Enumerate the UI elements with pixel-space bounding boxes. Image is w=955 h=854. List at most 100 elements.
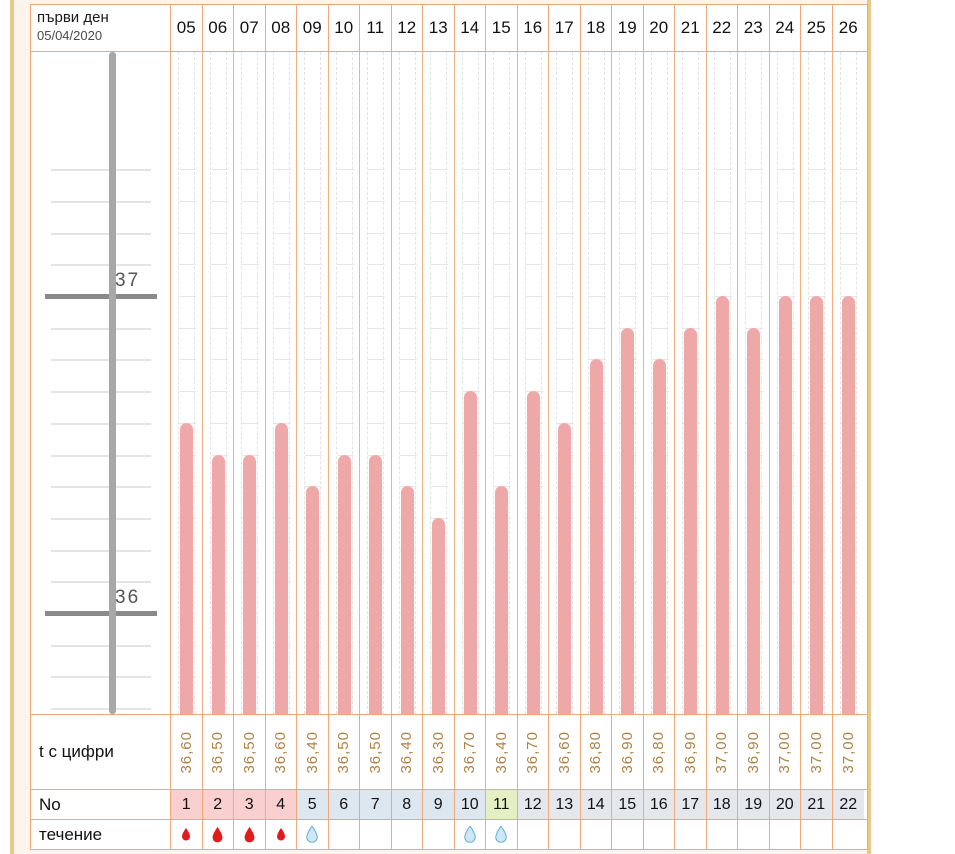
track-tick [242,359,259,361]
flow-cell[interactable] [612,820,644,849]
cycle-day-cell[interactable]: 15 [612,790,644,819]
day-header-cell: 25 [801,5,833,51]
cycle-day-cell[interactable]: 9 [423,790,455,819]
flow-cell[interactable] [770,820,801,849]
track-tick [840,232,858,234]
cycle-day-cell[interactable]: 14 [580,790,612,819]
track-tick [336,200,354,202]
temp-value: 37,00 [807,730,825,774]
flow-cell[interactable] [203,820,234,849]
flow-cell[interactable] [738,820,770,849]
track-tick [368,359,385,361]
track-tick [431,232,448,234]
chart-frame: първи ден 05/04/2020 05 06 07 08 09 10 11 12 13 1… [10,0,871,854]
temp-value: 36,90 [681,730,699,774]
flow-cell[interactable] [171,820,203,849]
day-header-cell: 15 [486,5,518,51]
track-tick [210,169,228,171]
track-tick [620,296,637,297]
water-drop-icon [494,826,508,843]
cycle-day-cell[interactable]: 17 [675,790,707,819]
track-tick [746,264,763,266]
flow-cell[interactable] [266,820,297,849]
cycle-day-cell[interactable]: 11 [486,790,518,819]
flow-cell[interactable] [455,820,486,849]
temp-value: 36,80 [587,730,605,774]
track-tick [746,169,763,171]
track-tick [620,264,637,266]
cycle-day-cell[interactable]: 19 [738,790,770,819]
track-tick [305,264,322,266]
flow-cell[interactable] [234,820,266,849]
cycle-day-cell[interactable]: 5 [297,790,329,819]
flow-cell[interactable] [423,820,455,849]
cycle-day-cell[interactable]: 20 [769,790,801,819]
track-tick [431,169,448,171]
temperature-scale: 37 36 [31,52,171,714]
cycle-day-cell[interactable]: 13 [549,790,581,819]
track-tick [210,391,228,393]
flow-cell[interactable] [329,820,360,849]
cycle-day-cell[interactable]: 10 [454,790,486,819]
cycle-day-cell[interactable]: 22 [832,790,864,819]
cycle-day-cell[interactable]: 4 [265,790,297,819]
cycle-day-cell[interactable]: 3 [234,790,266,819]
track-tick [557,232,574,234]
flow-cell[interactable] [360,820,392,849]
cycle-day-cell[interactable]: 2 [202,790,234,819]
cycle-day-cell[interactable]: 6 [328,790,360,819]
table-row: No 1 2 3 4 5 6 7 8 9 10 11 12 13 14 15 16 17 18 19 20 21 22 [30,789,868,819]
track-tick [683,296,700,297]
track-tick [179,169,196,171]
flow-cell[interactable] [392,820,423,849]
temperature-bar [337,454,351,714]
day-header-cell: 05 [171,5,203,51]
track-tick [305,391,322,393]
chart-column [518,52,549,714]
cycle-day-cell[interactable]: 12 [517,790,549,819]
track-tick [683,264,700,266]
track-tick [273,200,291,202]
cycle-day-cell[interactable]: 21 [801,790,833,819]
flow-cell[interactable] [833,820,865,849]
cycle-day-cell[interactable]: 8 [391,790,423,819]
track-tick [494,327,511,329]
flow-cell[interactable] [486,820,518,849]
cycle-day-cell[interactable]: 16 [643,790,675,819]
flow-cell[interactable] [297,820,329,849]
axis-minor-tick [51,549,151,552]
temp-row-cells: 36,60 36,50 36,50 36,60 36,40 36,50 36,50 36,40… [171,715,867,789]
axis-minor-tick [51,454,151,457]
temp-value: 36,60 [555,730,573,774]
day-number-cells: 05 06 07 08 09 10 11 12 13 14 15 16 17 18 19 20 21 22 23 24… [171,5,867,51]
temperature-bar [810,296,823,714]
track-tick [305,422,322,424]
temperature-bar [180,422,193,714]
temp-value-cell: 36,50 [360,715,392,789]
axis-minor-tick [51,581,151,584]
flow-cell[interactable] [675,820,707,849]
flow-cell[interactable] [581,820,612,849]
axis-minor-tick [51,486,151,489]
temp-value: 36,50 [366,730,384,774]
no-row-label: No [31,790,171,819]
temp-value: 36,50 [209,730,227,774]
flow-cell[interactable] [518,820,549,849]
axis-minor-tick [51,169,151,172]
flow-cell[interactable] [644,820,675,849]
track-tick [588,169,606,171]
axis-minor-tick [51,232,151,235]
track-tick [336,264,354,266]
track-tick [242,422,259,424]
temperature-bar [495,486,508,714]
flow-cell[interactable] [801,820,833,849]
cycle-day-cell[interactable]: 7 [360,790,392,819]
flow-cell[interactable] [549,820,581,849]
flow-cell[interactable] [707,820,738,849]
cycle-day-cell[interactable]: 18 [706,790,738,819]
cycle-day-cell[interactable]: 1 [171,790,203,819]
track-tick [494,169,511,171]
track-tick [651,169,669,171]
track-tick [242,264,259,266]
temperature-bar [306,486,319,714]
